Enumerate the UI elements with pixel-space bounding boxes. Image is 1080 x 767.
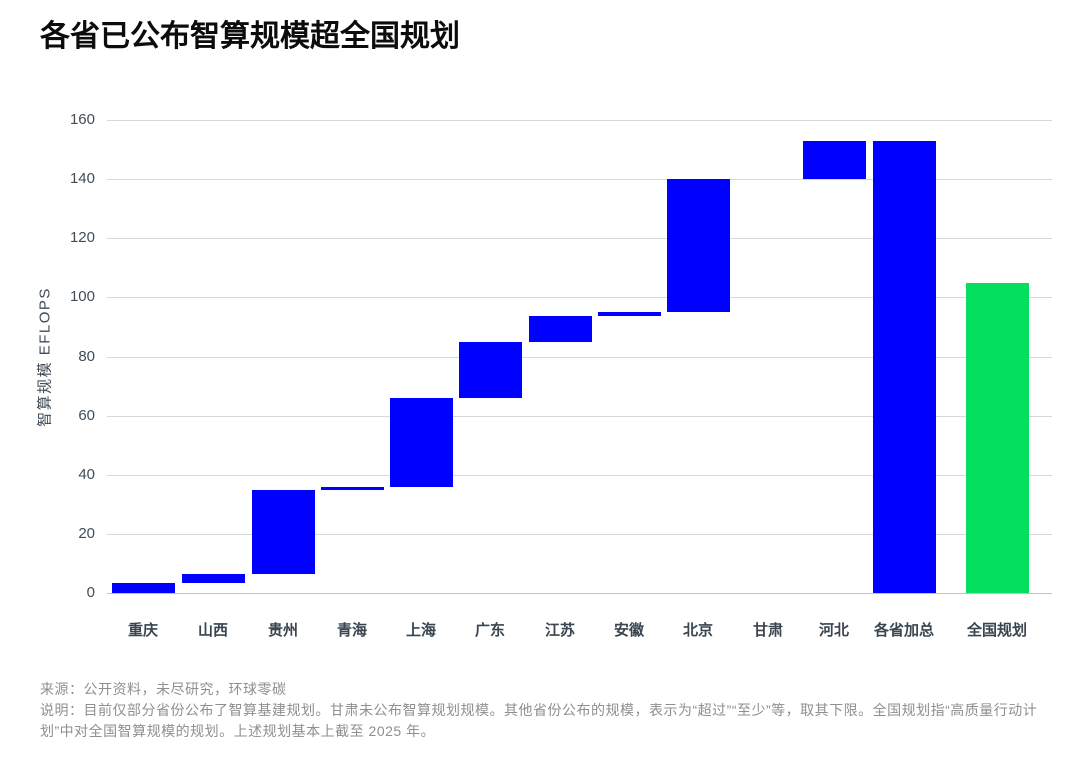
x-label-chongqing: 重庆 xyxy=(127,622,158,639)
x-label-shanxi: 山西 xyxy=(197,622,228,639)
bar-hebei xyxy=(802,140,866,180)
y-tick-label-100: 100 xyxy=(69,288,95,306)
bar-national-plan xyxy=(965,282,1029,593)
x-label-shanghai: 上海 xyxy=(405,622,436,639)
gridline-160 xyxy=(107,120,1052,121)
gridline-80 xyxy=(107,356,1052,358)
y-tick-label-160: 160 xyxy=(69,111,95,128)
gridline-40 xyxy=(107,474,1052,476)
y-tick-label-80: 80 xyxy=(78,347,95,365)
x-label-anhui: 安徽 xyxy=(613,622,644,639)
x-label-qinghai: 青海 xyxy=(336,622,367,639)
bar-qinghai xyxy=(320,487,384,490)
gridline-100 xyxy=(107,297,1052,299)
y-tick-label-120: 120 xyxy=(69,229,95,247)
y-tick-label-60: 60 xyxy=(78,406,95,424)
y-tick-label-140: 140 xyxy=(69,170,95,188)
y-axis-title: 智算规模 EFLOPS xyxy=(36,287,54,427)
bar-shanghai xyxy=(389,397,453,488)
y-tick-label-0: 0 xyxy=(86,584,95,601)
source-note: 来源：公开资料，未尽研究，环球零碳 xyxy=(40,681,287,697)
gridline-140 xyxy=(107,179,1052,181)
bar-provinces-total xyxy=(872,140,936,593)
gridline-120 xyxy=(107,238,1052,240)
gridline-0 xyxy=(107,593,1052,594)
x-label-beijing: 北京 xyxy=(682,622,713,639)
bar-chongqing xyxy=(111,582,175,593)
bar-guizhou xyxy=(251,489,315,574)
x-label-guizhou: 贵州 xyxy=(267,622,298,639)
x-label-provinces-total: 各省加总 xyxy=(873,622,934,639)
plot-area: 0 20 40 60 80 100 120 140 160 重庆 山西 贵州 青海 上海 广东 江苏 安徽 北京 甘… xyxy=(69,111,1052,639)
x-label-guangdong: 广东 xyxy=(474,622,505,639)
x-label-hebei: 河北 xyxy=(818,622,849,639)
chart-footer: 来源：公开资料，未尽研究，环球零碳 说明：目前仅部分省份公布了智算基建规划。甘肃… xyxy=(40,679,1044,742)
bar-jiangsu xyxy=(528,315,592,342)
bar-guangdong xyxy=(458,341,522,398)
gridline-20 xyxy=(107,533,1052,535)
bar-shanxi xyxy=(181,573,245,583)
y-tick-label-40: 40 xyxy=(78,465,95,483)
x-label-jiangsu: 江苏 xyxy=(544,622,575,639)
bar-anhui xyxy=(597,312,661,316)
y-tick-label-20: 20 xyxy=(78,524,95,542)
gridline-60 xyxy=(107,415,1052,417)
chart-title: 各省已公布智算规模超全国规划 xyxy=(40,20,460,53)
x-label-gansu: 甘肃 xyxy=(752,622,783,639)
bar-beijing xyxy=(666,179,730,313)
method-note: 说明：目前仅部分省份公布了智算基建规划。甘肃未公布智算规划规模。其他省份公布的规… xyxy=(40,702,1038,739)
x-label-national-plan: 全国规划 xyxy=(966,622,1027,639)
